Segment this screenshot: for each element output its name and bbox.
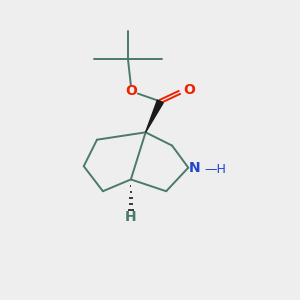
Text: O: O <box>125 84 137 98</box>
Text: N: N <box>188 161 200 175</box>
Polygon shape <box>146 100 163 132</box>
Text: —H: —H <box>205 163 226 176</box>
Text: H: H <box>125 210 137 224</box>
Text: O: O <box>183 82 195 97</box>
